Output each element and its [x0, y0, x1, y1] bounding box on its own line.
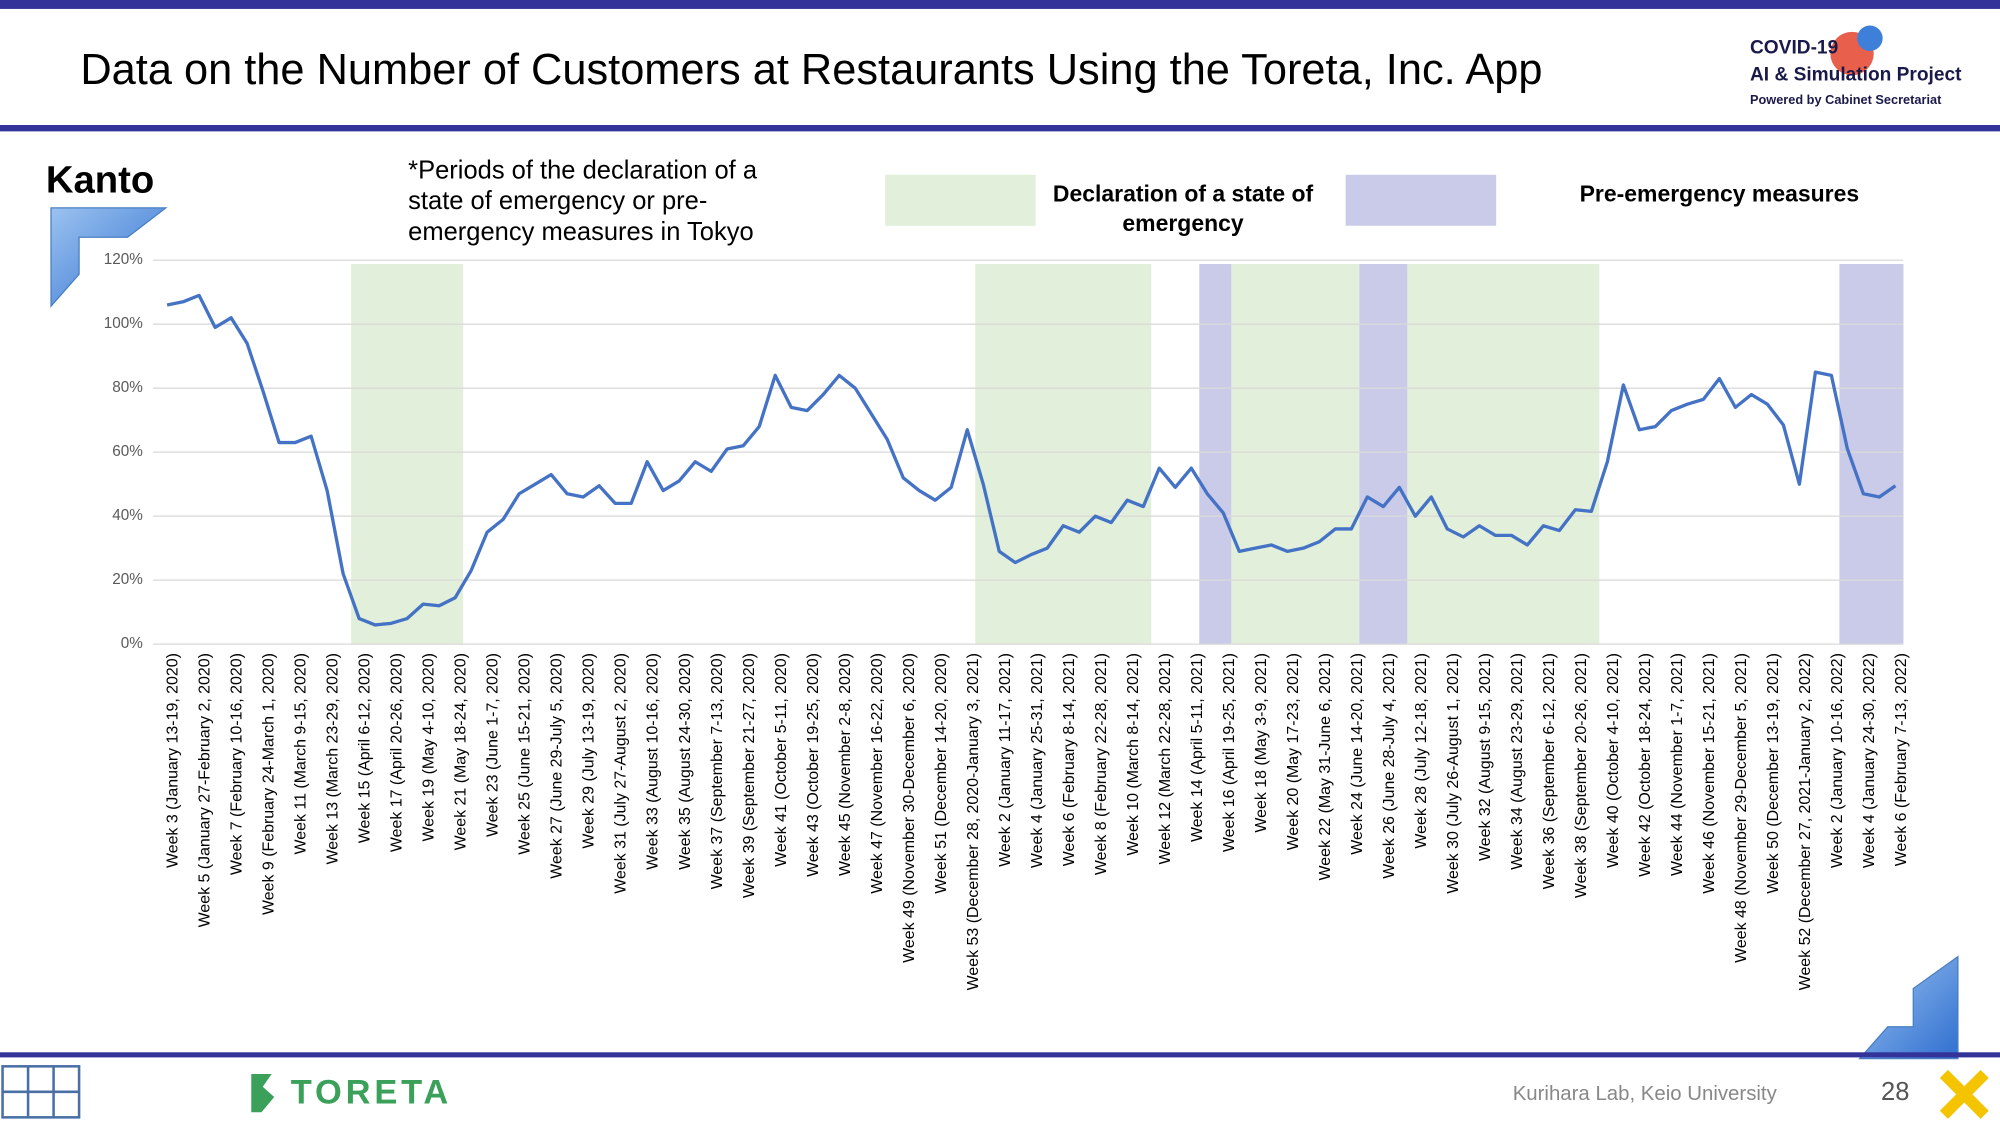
period-band [1199, 264, 1232, 645]
x-tick-label: Week 34 (August 23-29, 2021) [1509, 653, 1526, 870]
x-tick-label: Week 18 (May 3-9, 2021) [1253, 653, 1270, 833]
x-tick-label: Week 7 (February 10-16, 2020) [229, 653, 246, 875]
brand: TORETA [291, 1073, 452, 1111]
legend-label-box: Declaration of a state of emergency [1052, 181, 1314, 236]
logo-text: AI & Simulation Project [1750, 64, 1962, 85]
slide-title: Data on the Number of Customers at Resta… [80, 46, 1542, 94]
x-tick-label: Week 17 (April 20-26, 2020) [389, 653, 406, 852]
logo-text: Powered by Cabinet Secretariat [1750, 92, 1942, 107]
x-tick-label: Week 4 (January 24-30, 2022) [1861, 653, 1878, 868]
legend-swatch [885, 174, 1036, 226]
period-band [1407, 264, 1600, 645]
x-tick-label: Week 37 (September 7-13, 2020) [709, 653, 726, 889]
x-tick-label: Week 25 (June 15-21, 2020) [517, 653, 534, 855]
x-tick-label: Week 32 (August 9-15, 2021) [1477, 653, 1494, 861]
lab-logo [1, 1065, 81, 1119]
credit: Kurihara Lab, Keio University [1513, 1083, 1778, 1105]
plot: 0% 20% 40% 60% 80% 100% 120% Week 3 (January 13… [104, 251, 1910, 990]
logo-text: COVID-19 [1750, 38, 1838, 59]
period-band [975, 264, 1152, 645]
x-tick-label: Week 47 (November 16-22, 2020) [869, 653, 886, 894]
y-tick-label: 40% [112, 507, 143, 524]
x-tick-label: Week 43 (October 19-25, 2020) [805, 653, 822, 877]
x-tick-label: Week 21 (May 18-24, 2020) [453, 653, 470, 850]
period-band [351, 264, 464, 645]
x-tick-label: Week 50 (December 13-19, 2021) [1765, 653, 1782, 894]
x-tick-label: Week 2 (January 10-16, 2022) [1829, 653, 1846, 868]
x-tick-label: Week 2 (January 11-17, 2021) [997, 653, 1014, 867]
x-tick-label: Week 20 (May 17-23, 2021) [1285, 653, 1302, 850]
x-tick-label: Week 4 (January 25-31, 2021) [1029, 653, 1046, 868]
x-tick-label: Week 16 (April 19-25, 2021) [1221, 653, 1238, 852]
x-tick-label: Week 24 (June 14-20, 2021) [1349, 653, 1366, 855]
x-tick-label: Week 53 (December 28, 2020-January 3, 20… [965, 653, 982, 990]
project-logo: COVID-19 AI & Simulation Project Powered… [1750, 25, 1962, 107]
x-tick-label: Week 31 (July 27-August 2, 2020) [613, 653, 630, 894]
legend-swatch [1345, 174, 1497, 226]
x-tick-label: Week 11 (March 9-15, 2020) [293, 653, 310, 854]
y-tick-label: 100% [104, 315, 144, 332]
decoration [1858, 955, 1959, 1060]
x-tick-label: Week 46 (November 15-21, 2021) [1701, 653, 1718, 894]
x-tick-label: Week 33 (August 10-16, 2020) [645, 653, 662, 870]
x-tick-label: Week 26 (June 28-July 4, 2021) [1381, 653, 1398, 879]
x-tick-label: Week 38 (September 20-26, 2021) [1573, 653, 1590, 898]
logo-stroke [1939, 1069, 1989, 1119]
legend-label-box: Pre-emergency measures [1579, 181, 1860, 207]
x-tick-label: Week 15 (April 6-12, 2020) [357, 653, 374, 843]
x-tick-label: Week 39 (September 21-27, 2020) [741, 653, 758, 898]
x-tick-label: Week 13 (March 23-29, 2020) [325, 653, 342, 864]
x-tick-label: Week 30 (July 26-August 1, 2021) [1445, 653, 1462, 894]
header-rule [0, 125, 2000, 132]
x-tick-label: Week 3 (January 13-19, 2020) [165, 653, 182, 868]
x-tick-label: Week 22 (May 31-June 6, 2021) [1317, 653, 1334, 880]
x-tick-label: Week 35 (August 24-30, 2020) [677, 653, 694, 870]
x-tick-label: Week 6 (February 7-13, 2022) [1893, 653, 1910, 866]
period-band [1359, 264, 1408, 645]
legend-label: Declaration of a state of emergency [1052, 181, 1314, 236]
page-number: 28 [1881, 1078, 1909, 1106]
logo-circle [1857, 25, 1883, 52]
period-band [1231, 264, 1360, 645]
x-tick-label: Week 51 (December 14-20, 2020) [933, 653, 950, 894]
x-tick-label: Week 5 (January 27-February 2, 2020) [197, 653, 214, 927]
x-tick-label: Week 6 (February 8-14, 2021) [1061, 653, 1078, 866]
x-tick-label: Week 45 (November 2-8, 2020) [837, 653, 854, 876]
x-tick-label: Week 27 (June 29-July 5, 2020) [549, 653, 566, 879]
x-tick-label: Week 14 (April 5-11, 2021) [1189, 653, 1206, 842]
x-tick-label: Week 10 (March 8-14, 2021) [1125, 653, 1142, 856]
x-tick-label: Week 48 (November 29-December 5, 2021) [1733, 653, 1750, 963]
x-tick-label: Week 44 (November 1-7, 2021) [1669, 653, 1686, 876]
x-tick-label: Week 29 (July 13-19, 2020) [581, 653, 598, 849]
note-box: *Periods of the declaration of a state o… [408, 156, 758, 247]
x-tick-label: Week 9 (February 24-March 1, 2020) [261, 653, 278, 915]
note: *Periods of the declaration of a state o… [408, 156, 758, 247]
y-tick-label: 80% [112, 379, 143, 396]
footer-rule [0, 1052, 2000, 1058]
y-tick-label: 60% [112, 443, 143, 460]
top-bar [0, 0, 2000, 9]
x-tick-label: Week 23 (June 1-7, 2020) [485, 653, 502, 837]
legend-label: Pre-emergency measures [1579, 181, 1860, 207]
x-tick-label: Week 42 (October 18-24, 2021) [1637, 653, 1654, 877]
y-tick-label: 0% [121, 635, 144, 652]
y-tick-label: 120% [104, 251, 144, 268]
brand-icon [251, 1073, 275, 1113]
x-logo [1939, 1069, 1989, 1119]
x-tick-label: Week 19 (May 4-10, 2020) [421, 653, 438, 841]
x-tick-label: Week 28 (July 12-18, 2021) [1413, 653, 1430, 848]
x-tick-label: Week 41 (October 5-11, 2020) [773, 653, 790, 867]
x-tick-label: Week 49 (November 30-December 6, 2020) [901, 653, 918, 963]
decoration [50, 207, 168, 308]
data-line [166, 293, 1897, 627]
x-tick-label: Week 40 (October 4-10, 2021) [1605, 653, 1622, 868]
x-tick-label: Week 12 (March 22-28, 2021) [1157, 653, 1174, 864]
legend: Declaration of a state of emergency Pre-e… [885, 174, 1860, 236]
region-label: Kanto [46, 159, 154, 202]
x-tick-label: Week 36 (September 6-12, 2021) [1541, 653, 1558, 889]
x-tick-label: Week 8 (February 22-28, 2021) [1093, 653, 1110, 875]
y-tick-label: 20% [112, 571, 143, 588]
x-tick-label: Week 52 (December 27, 2021-January 2, 20… [1797, 653, 1814, 990]
